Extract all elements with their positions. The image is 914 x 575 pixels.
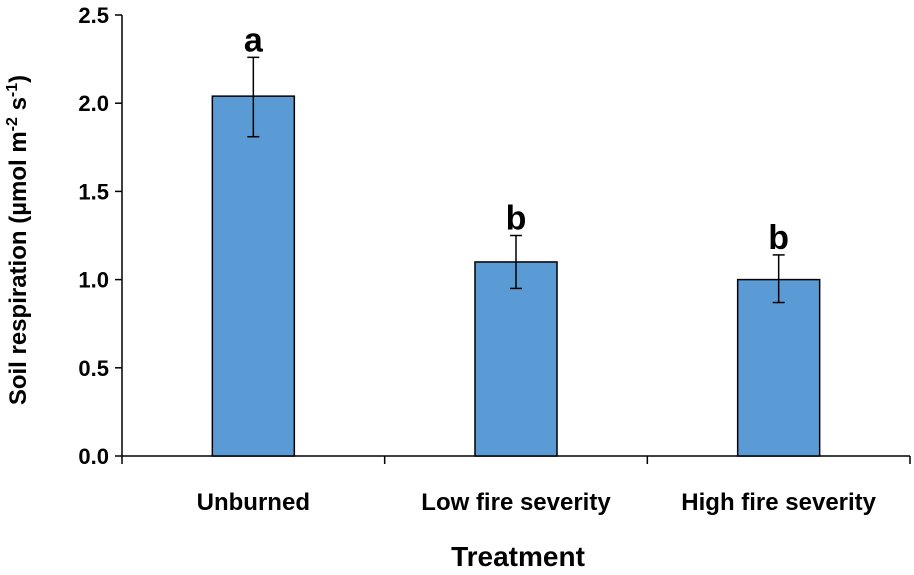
y-tick-label: 2.5 (78, 3, 109, 28)
significance-label: a (244, 21, 264, 59)
y-tick-label: 0.0 (78, 444, 109, 469)
plot-area: 0.0 0.5 1.0 1.5 2.0 2.5 a Unburned b Low fire sev… (78, 3, 911, 516)
significance-label: b (506, 200, 527, 238)
y-tick-label: 1.0 (78, 268, 109, 293)
bar (474, 261, 558, 457)
y-axis-title: Soil respiration (µmol m-2 s-1) (4, 75, 32, 405)
y-tick-label: 1.5 (78, 179, 109, 204)
y-axis-title-sup2: -1 (4, 83, 21, 97)
y-axis-title-prefix: Soil respiration (µmol m (5, 131, 32, 405)
y-axis-title-sup1: -2 (4, 117, 21, 131)
bar (211, 95, 296, 457)
y-axis-title-text: Soil respiration (µmol m-2 s-1) (4, 75, 32, 405)
significance-label: b (768, 219, 789, 257)
x-category-label: Unburned (197, 489, 310, 516)
x-axis-title: Treatment (451, 541, 585, 572)
y-axis-title-mid: s (5, 97, 32, 117)
x-category-label: High fire severity (681, 489, 876, 516)
y-tick-label: 2.0 (78, 91, 109, 116)
x-category-label: Low fire severity (421, 489, 611, 516)
bar (736, 278, 821, 457)
y-axis-title-suffix: ) (5, 75, 32, 83)
y-tick-label: 0.5 (78, 356, 109, 381)
